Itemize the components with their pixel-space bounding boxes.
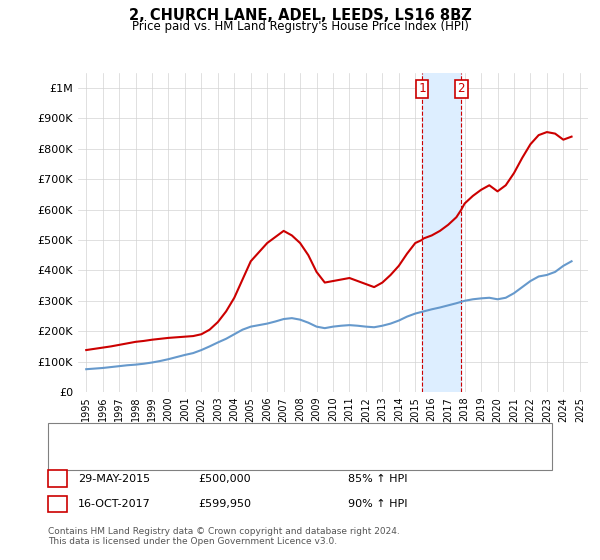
Text: 85% ↑ HPI: 85% ↑ HPI <box>348 474 407 484</box>
Text: 2, CHURCH LANE, ADEL, LEEDS, LS16 8BZ (detached house): 2, CHURCH LANE, ADEL, LEEDS, LS16 8BZ (d… <box>99 426 413 436</box>
Text: £500,000: £500,000 <box>198 474 251 484</box>
Text: 90% ↑ HPI: 90% ↑ HPI <box>348 499 407 509</box>
Text: ─────: ───── <box>54 447 91 460</box>
Text: ─────: ───── <box>54 424 91 438</box>
Text: Contains HM Land Registry data © Crown copyright and database right 2024.
This d: Contains HM Land Registry data © Crown c… <box>48 526 400 546</box>
Text: 1: 1 <box>54 474 61 484</box>
Text: 2: 2 <box>54 499 61 509</box>
Text: 16-OCT-2017: 16-OCT-2017 <box>78 499 151 509</box>
Text: £599,950: £599,950 <box>198 499 251 509</box>
Bar <box>422 73 461 392</box>
Text: 2: 2 <box>458 82 465 95</box>
Text: 2, CHURCH LANE, ADEL, LEEDS, LS16 8BZ: 2, CHURCH LANE, ADEL, LEEDS, LS16 8BZ <box>128 8 472 24</box>
Text: HPI: Average price, detached house, Leeds: HPI: Average price, detached house, Leed… <box>99 449 322 459</box>
Text: Price paid vs. HM Land Registry's House Price Index (HPI): Price paid vs. HM Land Registry's House … <box>131 20 469 32</box>
Text: 29-MAY-2015: 29-MAY-2015 <box>78 474 150 484</box>
Text: 1: 1 <box>418 82 425 95</box>
